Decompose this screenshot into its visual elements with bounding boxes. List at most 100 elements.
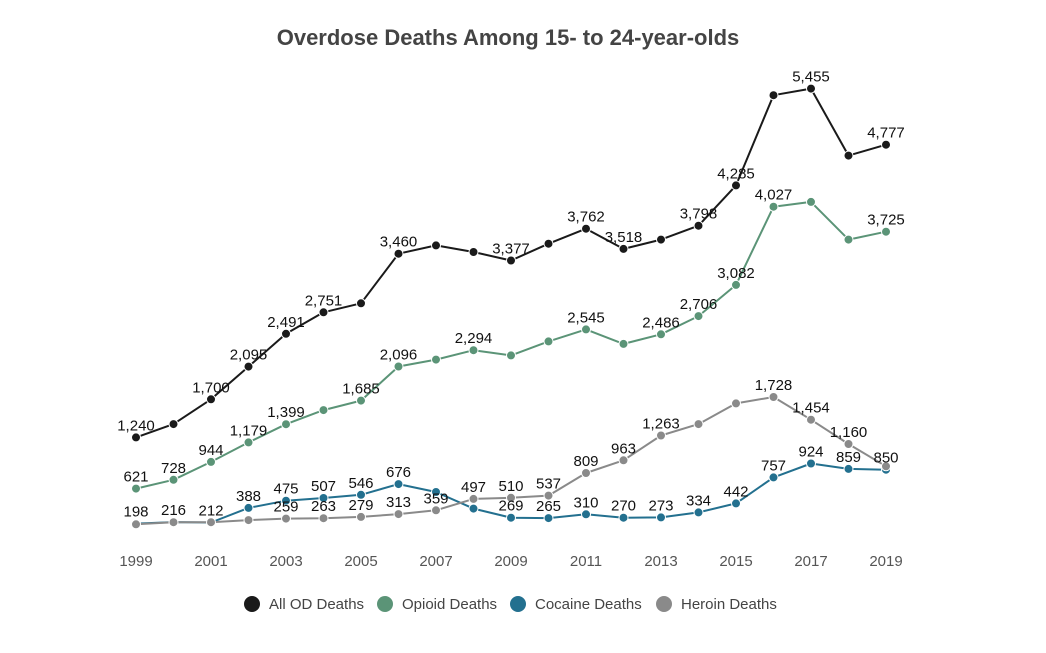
data-label-all-od-deaths-2006: 3,460 — [380, 234, 418, 251]
data-point-heroin-deaths-2006[interactable] — [393, 509, 404, 520]
data-point-heroin-deaths-2016[interactable] — [768, 392, 779, 402]
data-point-all-od-deaths-2003[interactable] — [281, 328, 291, 339]
data-point-opioid-deaths-2008[interactable] — [468, 345, 479, 356]
data-point-heroin-deaths-2001[interactable] — [206, 517, 216, 528]
data-point-cocaine-deaths-2013[interactable] — [656, 512, 666, 523]
data-point-opioid-deaths-1999[interactable] — [131, 483, 141, 494]
data-point-cocaine-deaths-2006[interactable] — [393, 479, 404, 490]
legend-item-all-od-deaths[interactable]: All OD Deaths — [244, 596, 364, 613]
data-point-heroin-deaths-2004[interactable] — [318, 513, 329, 524]
data-point-opioid-deaths-2018[interactable] — [843, 234, 854, 245]
data-point-opioid-deaths-2004[interactable] — [318, 405, 329, 416]
data-point-opioid-deaths-2000[interactable] — [168, 474, 179, 485]
data-point-opioid-deaths-2005[interactable] — [356, 395, 366, 406]
data-point-all-od-deaths-2011[interactable] — [581, 223, 591, 234]
data-point-all-od-deaths-2016[interactable] — [768, 90, 779, 101]
data-point-opioid-deaths-2006[interactable] — [393, 361, 404, 372]
data-point-all-od-deaths-2002[interactable] — [243, 361, 254, 372]
data-point-heroin-deaths-2009[interactable] — [506, 492, 516, 503]
legend-item-opioid-deaths[interactable]: Opioid Deaths — [377, 596, 497, 613]
legend-item-heroin-deaths[interactable]: Heroin Deaths — [656, 596, 777, 613]
data-point-heroin-deaths-2007[interactable] — [431, 505, 441, 516]
data-point-all-od-deaths-2005[interactable] — [356, 298, 366, 309]
data-point-opioid-deaths-2017[interactable] — [806, 196, 816, 207]
data-point-all-od-deaths-2008[interactable] — [468, 247, 479, 257]
data-point-all-od-deaths-2018[interactable] — [843, 150, 854, 161]
data-point-cocaine-deaths-2003[interactable] — [281, 495, 291, 506]
data-label-all-od-deaths-2012: 3,518 — [605, 229, 643, 246]
data-label-opioid-deaths-2016: 4,027 — [755, 187, 793, 204]
data-point-opioid-deaths-2014[interactable] — [693, 311, 704, 322]
data-label-heroin-deaths-2006: 313 — [386, 494, 411, 511]
data-point-cocaine-deaths-2010[interactable] — [543, 513, 554, 524]
data-point-cocaine-deaths-2005[interactable] — [356, 489, 366, 500]
data-point-heroin-deaths-2011[interactable] — [581, 468, 591, 478]
data-point-cocaine-deaths-2007[interactable] — [431, 487, 441, 497]
data-point-all-od-deaths-2004[interactable] — [318, 307, 329, 318]
data-point-opioid-deaths-2012[interactable] — [618, 338, 629, 349]
data-point-all-od-deaths-2000[interactable] — [168, 419, 179, 430]
data-point-opioid-deaths-2010[interactable] — [543, 336, 554, 347]
data-point-heroin-deaths-2005[interactable] — [356, 511, 366, 522]
data-point-all-od-deaths-2009[interactable] — [506, 255, 516, 266]
data-point-all-od-deaths-2014[interactable] — [693, 220, 704, 231]
data-point-all-od-deaths-2006[interactable] — [393, 248, 404, 259]
data-point-all-od-deaths-2017[interactable] — [806, 83, 816, 94]
data-point-opioid-deaths-2002[interactable] — [243, 437, 254, 448]
data-point-heroin-deaths-2013[interactable] — [656, 430, 666, 441]
data-point-opioid-deaths-2007[interactable] — [431, 354, 441, 365]
data-point-all-od-deaths-1999[interactable] — [131, 432, 141, 443]
data-point-heroin-deaths-2015[interactable] — [731, 398, 741, 409]
data-point-heroin-deaths-2002[interactable] — [243, 515, 254, 526]
data-label-all-od-deaths-2009: 3,377 — [492, 241, 530, 258]
data-point-heroin-deaths-2012[interactable] — [618, 455, 629, 466]
data-point-heroin-deaths-2003[interactable] — [281, 513, 291, 524]
data-point-heroin-deaths-2014[interactable] — [693, 419, 704, 430]
data-point-all-od-deaths-2015[interactable] — [731, 180, 741, 191]
data-label-opioid-deaths-2003: 1,399 — [267, 404, 305, 421]
data-point-cocaine-deaths-2018[interactable] — [843, 463, 854, 474]
data-point-heroin-deaths-2000[interactable] — [168, 517, 179, 528]
data-point-opioid-deaths-2019[interactable] — [881, 226, 891, 237]
data-point-cocaine-deaths-2002[interactable] — [243, 502, 254, 513]
data-point-heroin-deaths-2018[interactable] — [843, 439, 854, 449]
x-axis: 1999 2001 2003 2005 2007 2009 2011 2013 2015 2017… — [119, 553, 902, 570]
data-point-opioid-deaths-2011[interactable] — [581, 324, 591, 335]
data-point-cocaine-deaths-2014[interactable] — [693, 507, 704, 518]
data-point-cocaine-deaths-2011[interactable] — [581, 509, 591, 520]
legend-item-cocaine-deaths[interactable]: Cocaine Deaths — [510, 596, 642, 613]
x-tick-label-2013: 2013 — [644, 553, 677, 570]
data-point-heroin-deaths-2010[interactable] — [543, 490, 554, 501]
data-point-opioid-deaths-2009[interactable] — [506, 350, 516, 361]
data-point-all-od-deaths-2001[interactable] — [206, 394, 216, 405]
data-point-cocaine-deaths-2012[interactable] — [618, 512, 629, 523]
data-point-heroin-deaths-2008[interactable] — [468, 493, 479, 504]
data-point-all-od-deaths-2010[interactable] — [543, 238, 554, 249]
data-point-opioid-deaths-2015[interactable] — [731, 279, 741, 290]
data-point-all-od-deaths-2007[interactable] — [431, 240, 441, 251]
data-point-cocaine-deaths-2017[interactable] — [806, 458, 816, 469]
data-label-cocaine-deaths-2015: 442 — [723, 483, 748, 500]
data-label-heroin-deaths-2018: 1,160 — [830, 424, 868, 441]
data-point-all-od-deaths-2019[interactable] — [881, 139, 891, 150]
data-point-heroin-deaths-1999[interactable] — [131, 519, 141, 530]
data-label-opioid-deaths-2008: 2,294 — [455, 330, 493, 347]
data-point-heroin-deaths-2019[interactable] — [881, 461, 891, 472]
data-point-heroin-deaths-2017[interactable] — [806, 414, 816, 425]
data-point-cocaine-deaths-2008[interactable] — [468, 503, 479, 514]
legend-marker-heroin-deaths — [656, 596, 672, 612]
data-point-cocaine-deaths-2009[interactable] — [506, 512, 516, 523]
chart-title: Overdose Deaths Among 15- to 24-year-old… — [277, 25, 740, 50]
data-point-opioid-deaths-2016[interactable] — [768, 201, 779, 212]
data-point-cocaine-deaths-2016[interactable] — [768, 472, 779, 483]
data-point-all-od-deaths-2012[interactable] — [618, 243, 629, 254]
data-point-cocaine-deaths-2015[interactable] — [731, 498, 741, 509]
data-point-all-od-deaths-2013[interactable] — [656, 234, 666, 245]
data-label-cocaine-deaths-2005: 546 — [348, 475, 373, 492]
data-point-opioid-deaths-2013[interactable] — [656, 329, 666, 340]
data-point-opioid-deaths-2001[interactable] — [206, 456, 216, 467]
x-tick-label-2015: 2015 — [719, 553, 752, 570]
data-point-cocaine-deaths-2004[interactable] — [318, 493, 329, 503]
data-point-opioid-deaths-2003[interactable] — [281, 419, 291, 430]
x-tick-label-1999: 1999 — [119, 553, 152, 570]
